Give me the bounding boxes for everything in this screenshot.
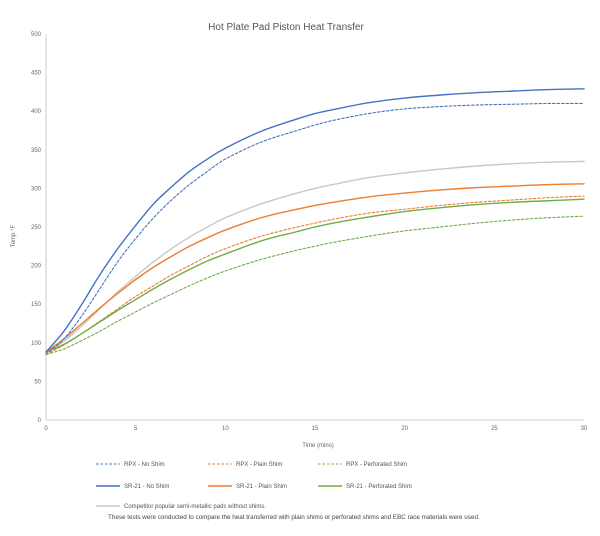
x-tick-label: 30 [581, 426, 588, 432]
x-tick-label: 0 [44, 426, 48, 432]
y-tick-label: 300 [31, 186, 42, 192]
y-tick-label: 450 [31, 71, 42, 77]
series-line-competitor-popular-semi-metallic-pads-without-shims [45, 160, 585, 353]
y-tick-label: 400 [31, 109, 42, 115]
legend-label: SR-21 - Perforated Shim [346, 484, 412, 490]
axes: 0 50 100 150 200 250 300 350 400 450 500 0 5 10 15 20 25… [31, 32, 588, 432]
x-tick-label: 15 [312, 426, 319, 432]
legend-label: RPX - Plain Shim [236, 462, 282, 468]
legend-label: Competitor popular semi-metallic pads wi… [124, 504, 266, 510]
y-tick-label: 200 [31, 264, 42, 270]
y-tick-label: 350 [31, 148, 42, 154]
legend-label: RPX - No Shim [124, 462, 165, 468]
series-line-rpx-plain-shim [45, 195, 585, 355]
chart-note: These tests were conducted to compare th… [108, 514, 480, 521]
x-tick-label: 25 [491, 426, 498, 432]
legend: RPX - No Shim RPX - Plain Shim RPX - Perfo… [96, 462, 412, 510]
x-tick-label: 5 [134, 426, 138, 432]
series-line-rpx-perforated-shim [45, 215, 585, 355]
chart-title: Hot Plate Pad Piston Heat Transfer [208, 22, 364, 33]
y-tick-label: 50 [34, 379, 41, 385]
y-tick-label: 0 [38, 418, 42, 424]
legend-label: SR-21 - Plain Shim [236, 484, 287, 490]
x-axis-label: Time (mins) [302, 443, 333, 449]
series-line-sr-21-no-shim [45, 88, 585, 353]
series-line-rpx-no-shim [45, 102, 585, 355]
series-lines [45, 88, 585, 355]
x-tick-label: 10 [222, 426, 229, 432]
legend-label: SR-21 - No Shim [124, 484, 169, 490]
y-tick-label: 250 [31, 225, 42, 231]
x-tick-label: 20 [401, 426, 408, 432]
y-tick-label: 100 [31, 341, 42, 347]
y-tick-label: 150 [31, 302, 42, 308]
y-tick-label: 500 [31, 32, 42, 38]
series-line-sr-21-perforated-shim [45, 198, 585, 353]
series-line-sr-21-plain-shim [45, 183, 585, 353]
y-axis-label: Temp °F [11, 224, 17, 247]
legend-label: RPX - Perforated Shim [346, 462, 407, 468]
